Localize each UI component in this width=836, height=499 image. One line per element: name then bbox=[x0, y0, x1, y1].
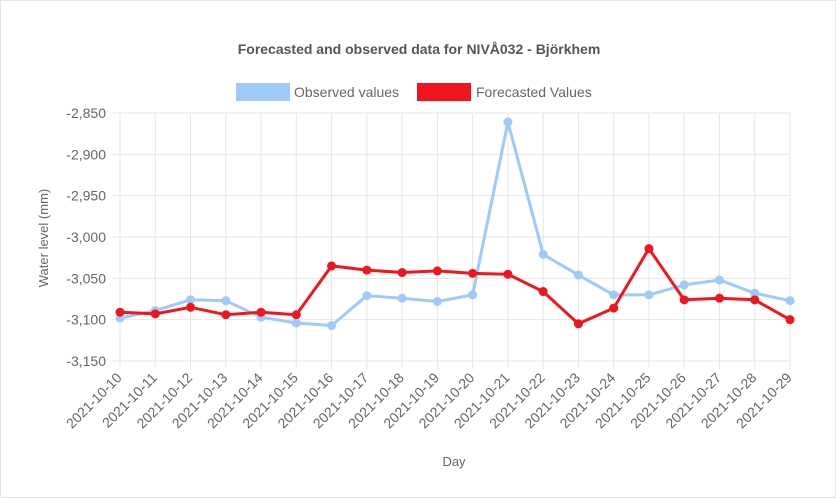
data-point[interactable] bbox=[609, 290, 619, 300]
data-point[interactable] bbox=[468, 268, 478, 278]
series-layer bbox=[115, 117, 795, 330]
y-tick-label: -3,000 bbox=[66, 229, 106, 245]
legend-label-forecasted[interactable]: Forecasted Values bbox=[476, 84, 592, 100]
grid bbox=[112, 112, 791, 369]
data-point[interactable] bbox=[573, 319, 583, 329]
data-point[interactable] bbox=[714, 293, 724, 303]
data-point[interactable] bbox=[397, 268, 407, 278]
data-point[interactable] bbox=[291, 318, 301, 328]
data-point[interactable] bbox=[679, 280, 689, 290]
data-point[interactable] bbox=[785, 296, 795, 306]
y-tick-label: -2,850 bbox=[66, 105, 106, 121]
data-point[interactable] bbox=[291, 310, 301, 320]
data-point[interactable] bbox=[609, 303, 619, 313]
data-point[interactable] bbox=[503, 269, 513, 279]
legend-swatch-forecasted[interactable] bbox=[417, 83, 471, 101]
data-point[interactable] bbox=[538, 249, 548, 259]
legend-label-observed[interactable]: Observed values bbox=[294, 84, 399, 100]
data-point[interactable] bbox=[221, 310, 231, 320]
data-point[interactable] bbox=[750, 295, 760, 305]
x-axis-title: Day bbox=[442, 454, 466, 469]
y-axis-ticks: -2,850 -2,900 -2,950 -3,000 -3,050 -3,100 -3,1… bbox=[66, 105, 106, 369]
series-line bbox=[119, 120, 791, 327]
data-point[interactable] bbox=[150, 309, 160, 319]
data-point[interactable] bbox=[644, 244, 654, 254]
data-point[interactable] bbox=[432, 296, 442, 306]
data-point[interactable] bbox=[714, 275, 724, 285]
series-forecasted bbox=[115, 244, 795, 329]
y-tick-label: -3,150 bbox=[66, 353, 106, 369]
y-tick-label: -3,100 bbox=[66, 312, 106, 328]
data-point[interactable] bbox=[362, 265, 372, 275]
y-tick-label: -2,900 bbox=[66, 146, 106, 162]
data-point[interactable] bbox=[468, 290, 478, 300]
data-point[interactable] bbox=[327, 320, 337, 330]
series-observed bbox=[115, 117, 795, 330]
data-point[interactable] bbox=[644, 290, 654, 300]
data-point[interactable] bbox=[503, 117, 513, 127]
y-tick-label: -2,950 bbox=[66, 188, 106, 204]
data-point[interactable] bbox=[256, 307, 266, 317]
data-point[interactable] bbox=[432, 266, 442, 276]
data-point[interactable] bbox=[538, 287, 548, 297]
data-point[interactable] bbox=[362, 291, 372, 301]
chart-title: Forecasted and observed data for NIVÅ032… bbox=[238, 41, 601, 57]
data-point[interactable] bbox=[186, 302, 196, 312]
data-point[interactable] bbox=[327, 261, 337, 271]
legend-swatch-observed[interactable] bbox=[236, 83, 290, 101]
data-point[interactable] bbox=[679, 295, 689, 305]
data-point[interactable] bbox=[115, 307, 125, 317]
data-point[interactable] bbox=[221, 296, 231, 306]
y-axis-title: Water level (mm) bbox=[36, 189, 51, 287]
series-line bbox=[119, 247, 791, 326]
legend: Observed values Forecasted Values bbox=[236, 83, 592, 101]
data-point[interactable] bbox=[573, 270, 583, 280]
data-point[interactable] bbox=[186, 295, 196, 305]
data-point[interactable] bbox=[785, 315, 795, 325]
data-point[interactable] bbox=[397, 293, 407, 303]
x-axis-ticks: 2021-10-102021-10-112021-10-122021-10-13… bbox=[63, 369, 795, 431]
y-tick-label: -3,050 bbox=[66, 270, 106, 286]
